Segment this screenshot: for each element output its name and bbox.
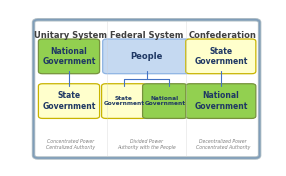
Text: State
Government: State Government — [194, 47, 247, 66]
Text: National
Government: National Government — [194, 91, 247, 111]
Text: National
Government: National Government — [42, 47, 96, 66]
Text: Concentrated Power
Centralized Authority: Concentrated Power Centralized Authority — [45, 139, 95, 150]
FancyBboxPatch shape — [103, 39, 190, 74]
Text: Unitary System: Unitary System — [34, 31, 107, 40]
Text: Decentralized Power
Concentrated Authority: Decentralized Power Concentrated Authori… — [196, 139, 250, 150]
FancyBboxPatch shape — [186, 39, 256, 74]
Text: State
Government: State Government — [42, 91, 96, 111]
Text: State
Government: State Government — [103, 96, 144, 106]
Text: Federal System: Federal System — [110, 31, 183, 40]
Text: People: People — [130, 52, 163, 61]
FancyBboxPatch shape — [186, 84, 256, 118]
FancyBboxPatch shape — [143, 84, 187, 118]
Text: Confederation: Confederation — [189, 31, 257, 40]
FancyBboxPatch shape — [38, 39, 100, 74]
FancyBboxPatch shape — [102, 84, 146, 118]
Text: National
Government: National Government — [144, 96, 185, 106]
FancyBboxPatch shape — [38, 84, 100, 118]
Text: Divided Power
Authority with the People: Divided Power Authority with the People — [117, 139, 176, 150]
